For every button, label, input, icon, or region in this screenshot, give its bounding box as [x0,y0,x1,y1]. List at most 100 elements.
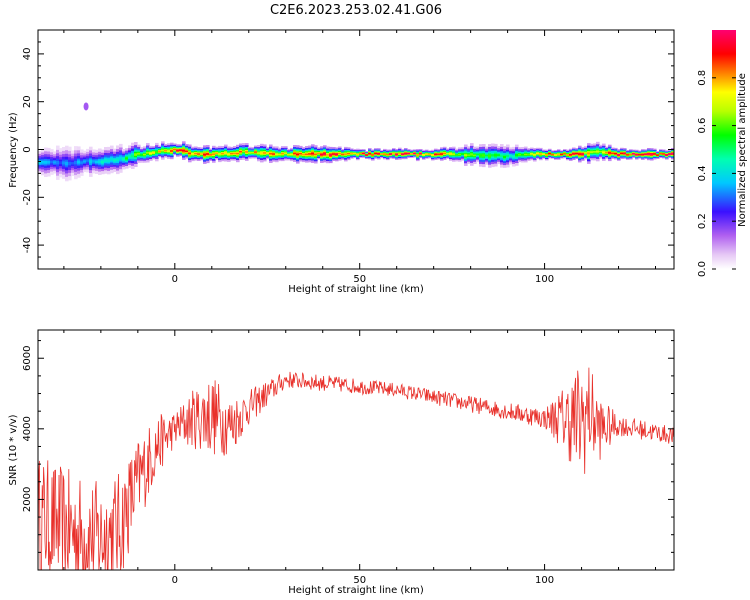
heatmap-cell [215,152,219,154]
heatmap-cell [488,154,492,158]
heatmap-cell [83,160,87,163]
heatmap-cell [254,151,258,153]
x-tick-label: 0 [172,274,178,285]
heatmap-cell [338,152,342,155]
heatmap-cell [572,153,576,155]
heatmap-cell [206,153,210,155]
heatmap-cell [62,161,66,165]
heatmap-cell [611,152,615,154]
figure-title: C2E6.2023.253.02.41.G06 [270,3,442,18]
heatmap-cell [476,153,480,156]
heatmap-cell [89,160,93,164]
heatmap-cell [194,152,198,155]
heatmap-cell [533,154,537,156]
heatmap-cell [185,150,189,152]
heatmap-cell [401,153,405,155]
heatmap-cell [341,153,345,156]
heatmap-cell [578,153,582,155]
heatmap-cell [98,160,102,163]
heatmap-cell [374,152,378,155]
heatmap-cell [485,154,489,157]
heatmap-cell [134,153,138,156]
heatmap-cell [371,154,375,156]
heatmap-cell [218,153,222,155]
y-tick-label: -20 [22,189,33,205]
heatmap-cell [605,151,609,154]
spectrogram-heatmap [38,102,674,182]
heatmap-cell [581,153,585,155]
heatmap-cell [461,153,465,155]
y-tick-label: 6000 [22,346,33,371]
heatmap-cell [389,153,393,155]
heatmap-cell [509,155,513,157]
heatmap-cell [209,154,213,156]
colorbar-tick-label: 0.6 [697,118,708,134]
heatmap-cell [47,160,51,164]
colorbar-ticks: 0.0 0.2 0.4 0.6 0.8 [697,70,736,277]
heatmap-cell [77,160,81,164]
heatmap-cell [197,153,201,155]
heatmap-cell [122,158,126,161]
heatmap-cell [551,153,555,156]
heatmap-cell [563,152,567,155]
heatmap-cell [200,153,204,155]
snr-panel: 0 50 100 2000 4000 6000 Height of straight li… [8,329,675,596]
heatmap-cell [350,152,354,155]
heatmap-cell [473,154,477,157]
heatmap-cell [593,151,597,153]
heatmap-cell [212,153,216,156]
heatmap-cell [539,153,543,155]
colorbar-tick-label: 0.2 [697,213,708,229]
heatmap-cell [650,153,654,156]
y-tick-label: 2000 [22,487,33,512]
heatmap-cell [248,152,252,154]
heatmap-cell [569,154,573,156]
heatmap-cell [245,151,249,153]
heatmap-cell [92,160,96,163]
heatmap-cell [602,151,606,154]
heatmap-cell [560,153,564,156]
heatmap-cell [422,154,426,156]
heatmap-cell [284,152,288,154]
snr-xlabel: Height of straight line (km) [288,585,424,596]
heatmap-cell [173,148,177,151]
heatmap-cell [623,152,627,155]
heatmap-cell [266,152,270,154]
heatmap-cell [299,152,303,155]
x-tick-label: 50 [353,575,366,586]
heatmap-cell [116,158,120,162]
heatmap-cell [71,162,75,165]
heatmap-cell [38,161,42,164]
heatmap-cell [326,154,330,156]
heatmap-cell [449,153,453,155]
heatmap-cell [227,153,231,155]
heatmap-cell [221,152,225,155]
heatmap-cell [434,153,438,156]
heatmap-cell [527,153,531,156]
heatmap-cell [635,153,639,156]
heatmap-cell [470,153,474,156]
heatmap-cell [632,153,636,155]
heatmap-cell [398,152,402,155]
heatmap-cell [131,154,135,158]
heatmap-cell [428,153,432,156]
heatmap-cell [155,151,159,153]
heatmap-cell [110,158,114,161]
heatmap-cell [149,152,153,155]
heatmap-cell [599,150,603,153]
snr-line [38,367,674,570]
heatmap-cell [416,154,420,156]
x-tick-label: 50 [353,274,366,285]
heatmap-cell [41,161,45,164]
heatmap-cell [575,152,579,155]
heatmap-cell [407,152,411,155]
heatmap-cell [662,153,666,155]
heatmap-cell [137,152,141,155]
spectrogram-axes: 0 50 100 -40 -20 0 20 40 [22,29,674,285]
y-tick-label: 0 [22,146,33,152]
heatmap-cell [314,153,318,156]
heatmap-cell [101,160,105,164]
snr-border [37,329,675,571]
heatmap-cell [626,154,630,156]
